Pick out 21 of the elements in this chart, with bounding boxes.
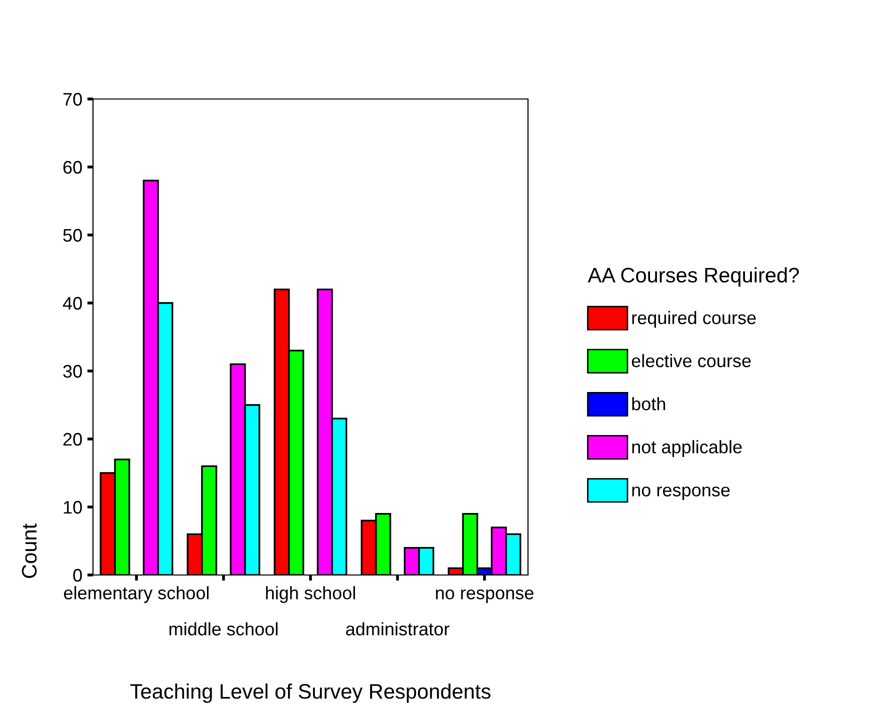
- legend-title: AA Courses Required?: [588, 267, 799, 287]
- y-tick-label: 30: [63, 364, 82, 378]
- y-tick-label: 50: [63, 228, 82, 242]
- legend-label: no response: [632, 486, 730, 500]
- x-tick-label: administrator: [346, 622, 450, 636]
- y-tick-label: 40: [62, 296, 82, 310]
- y-axis-title: Count: [22, 524, 37, 578]
- x-tick-label: no response: [436, 589, 534, 603]
- legend-label: required course: [632, 310, 756, 328]
- x-axis-title: Teaching Level of Survey Respondents: [130, 684, 490, 703]
- y-tick-label: 0: [73, 568, 82, 582]
- x-tick-label: elementary school: [64, 586, 209, 603]
- x-tick-label: middle school: [170, 622, 278, 636]
- x-tick-label: high school: [266, 586, 355, 603]
- legend-label: both: [632, 397, 666, 410]
- y-tick-label: 70: [63, 92, 82, 106]
- legend-label: not applicable: [632, 440, 742, 457]
- y-tick-label: 20: [63, 432, 82, 446]
- y-tick-label: 60: [63, 160, 82, 174]
- y-tick-label: 10: [64, 500, 82, 514]
- legend-label: elective course: [632, 354, 751, 368]
